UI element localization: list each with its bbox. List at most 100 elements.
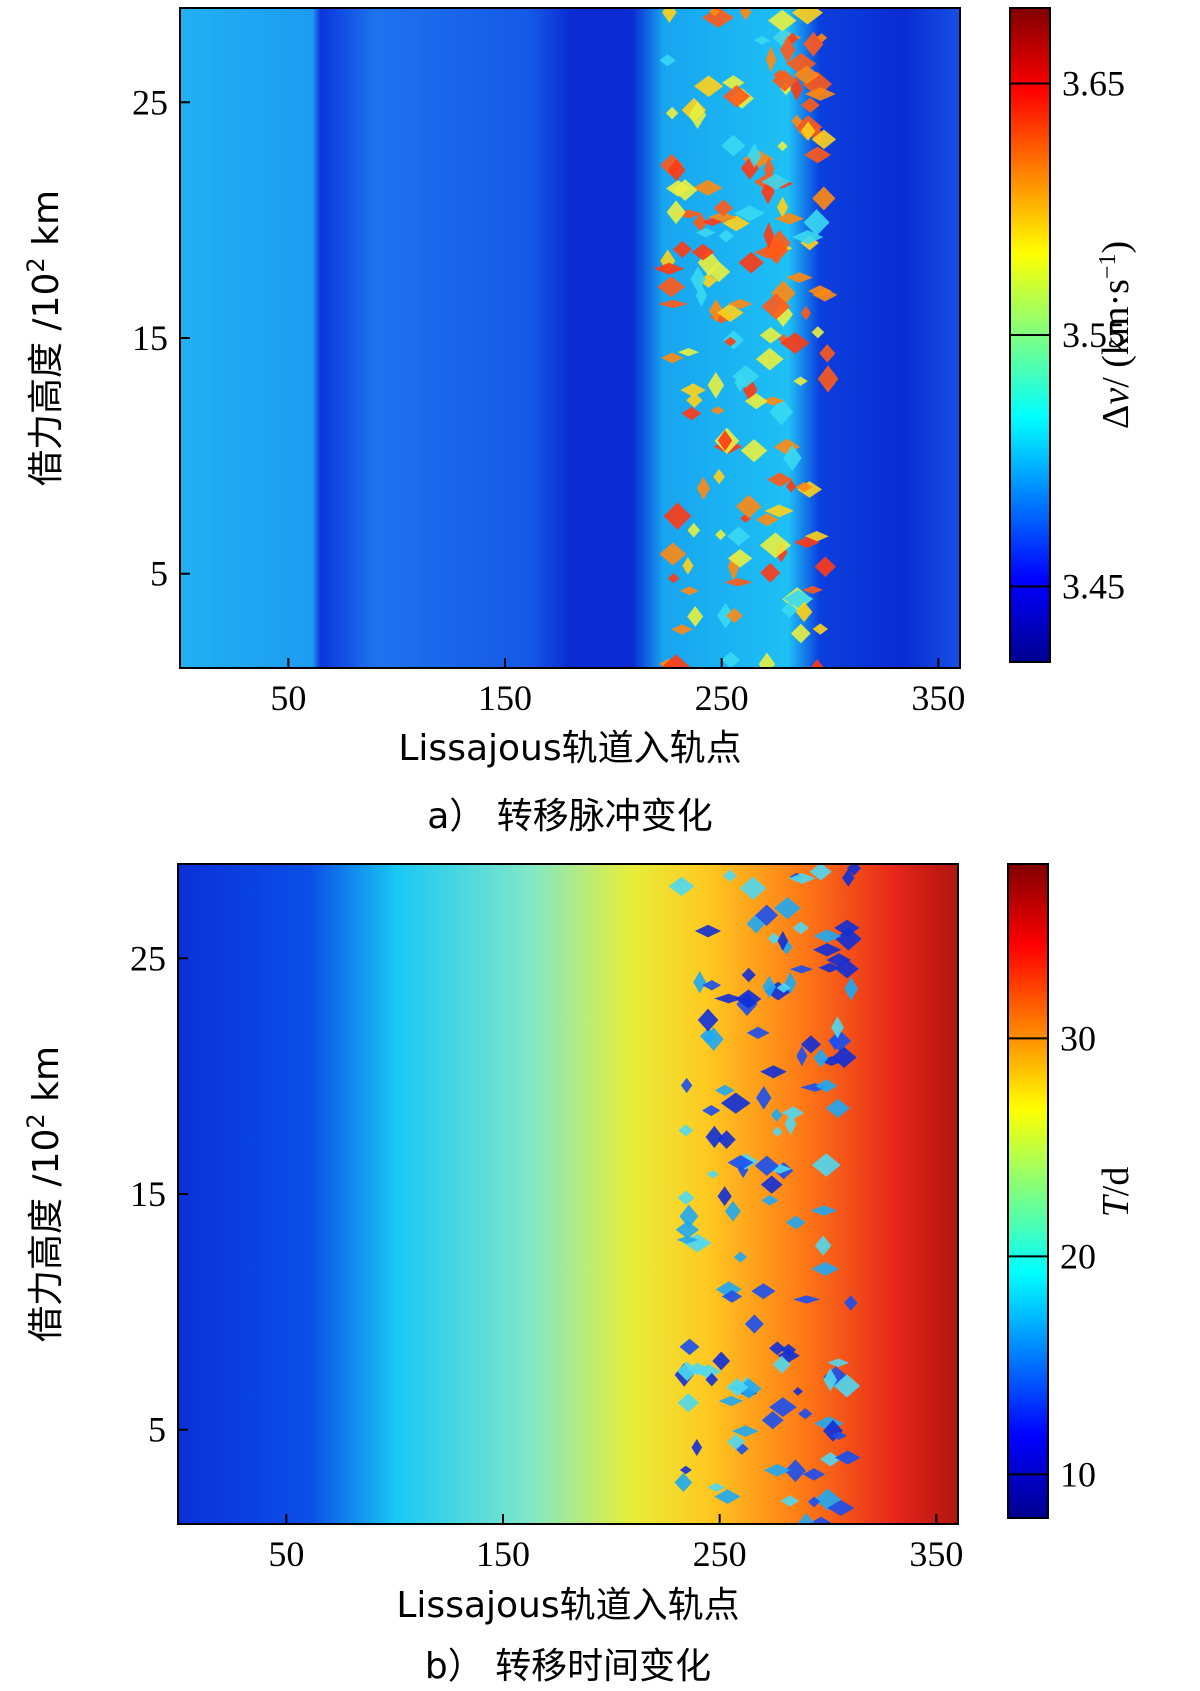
heat-cell: [762, 975, 777, 999]
heat-cell: [721, 134, 746, 157]
heat-cell: [803, 209, 830, 236]
heat-cell: [693, 970, 707, 994]
heat-cell: [803, 31, 824, 57]
heat-cell: [732, 364, 760, 388]
heat-cell: [812, 623, 828, 635]
heat-cell: [724, 1200, 741, 1222]
heat-cell: [782, 1106, 805, 1120]
heat-cell: [797, 1513, 815, 1524]
heat-cell: [659, 542, 687, 566]
heat-cell: [804, 87, 836, 101]
heat-cell: [717, 430, 733, 451]
heat-cell: [804, 530, 829, 542]
heat-cell: [696, 476, 711, 500]
heat-cell: [677, 1190, 695, 1205]
heat-cell: [791, 114, 803, 128]
heat-cell: [747, 143, 762, 168]
heat-cell: [726, 526, 751, 547]
heat-cell: [667, 573, 680, 584]
heat-cell: [680, 1077, 693, 1094]
heat-cell: [705, 1372, 719, 1387]
heat-cell: [718, 1395, 744, 1407]
heatmap-a-hot-cells: [653, 8, 839, 668]
heat-cell: [686, 1362, 710, 1376]
heat-cell: [793, 1295, 821, 1304]
colorbar-tick-label: 3.45: [1062, 567, 1125, 607]
heat-cell: [774, 212, 804, 225]
heat-cell: [791, 8, 823, 25]
heat-cell: [677, 348, 699, 357]
heat-cell: [712, 1351, 731, 1371]
heat-cell: [784, 1112, 797, 1136]
colorbar-tick-label: 30: [1060, 1018, 1096, 1058]
x-axis-label-b: Lissajous轨道入轨点: [396, 1585, 739, 1626]
heat-cell: [802, 585, 824, 594]
heat-cell: [800, 97, 820, 113]
heat-cell: [777, 930, 789, 951]
heat-cell: [827, 1499, 855, 1516]
heat-cell: [682, 557, 694, 575]
heat-cell: [831, 1046, 857, 1068]
heat-cell: [661, 654, 691, 668]
heat-cell: [835, 927, 862, 951]
caption-b: b） 转移时间变化: [425, 1646, 711, 1687]
heat-cell: [690, 266, 706, 293]
heat-cell: [760, 396, 785, 406]
heat-cell: [761, 173, 790, 190]
heat-cell: [687, 522, 701, 538]
heat-cell: [653, 262, 685, 275]
heat-cell: [659, 153, 684, 177]
heat-cell: [739, 876, 767, 900]
heat-cell: [717, 1130, 736, 1150]
heat-cell: [680, 586, 699, 596]
x-tick-label: 250: [695, 678, 749, 718]
heat-cell: [834, 1450, 861, 1465]
heat-cell: [657, 276, 686, 298]
heat-cell: [780, 36, 796, 64]
heat-cell: [792, 1387, 803, 1396]
heat-cell: [713, 468, 725, 485]
heat-cell: [722, 75, 745, 91]
heat-cell: [774, 897, 801, 920]
caption-a: a） 转移脉冲变化: [427, 796, 713, 837]
heat-cell: [721, 1290, 743, 1303]
heat-cell: [759, 327, 782, 344]
heat-cell: [661, 352, 684, 364]
y-tick-label: 5: [150, 554, 168, 594]
heat-cell: [679, 1465, 692, 1475]
heat-cell: [724, 578, 753, 587]
heat-cell: [802, 1468, 826, 1481]
y-tick-label: 25: [130, 938, 166, 978]
heat-cell: [727, 549, 753, 568]
heat-cell: [667, 159, 686, 182]
heat-cell: [826, 953, 852, 967]
heat-cell: [697, 1008, 719, 1032]
heat-cell: [770, 1108, 783, 1122]
heat-cell: [811, 129, 837, 150]
heat-cell: [707, 1482, 726, 1492]
heat-cell: [678, 1124, 694, 1137]
heat-cell: [702, 217, 723, 227]
heat-cell: [815, 1079, 838, 1093]
x-tick-label: 350: [911, 678, 965, 718]
heat-cell: [693, 179, 723, 196]
heat-cell: [746, 1026, 770, 1039]
heat-cell: [817, 365, 839, 393]
heat-cell: [672, 179, 698, 201]
heat-cell: [786, 479, 797, 493]
heat-cell: [827, 1358, 850, 1368]
heat-cell: [740, 513, 752, 523]
y-axis-label-b: 借力高度 /102 km: [22, 1046, 67, 1342]
heat-cell: [672, 240, 692, 258]
heat-cell: [754, 1155, 779, 1177]
heat-cell: [671, 624, 693, 635]
heat-cell: [692, 213, 709, 232]
heat-cell: [772, 1126, 783, 1137]
heat-cell: [728, 298, 753, 309]
heat-cell: [811, 326, 825, 339]
heat-cell: [844, 977, 858, 1001]
heat-cell: [708, 299, 724, 322]
colorbar-tick-label: 3.65: [1062, 63, 1125, 103]
heat-cell: [786, 272, 813, 283]
